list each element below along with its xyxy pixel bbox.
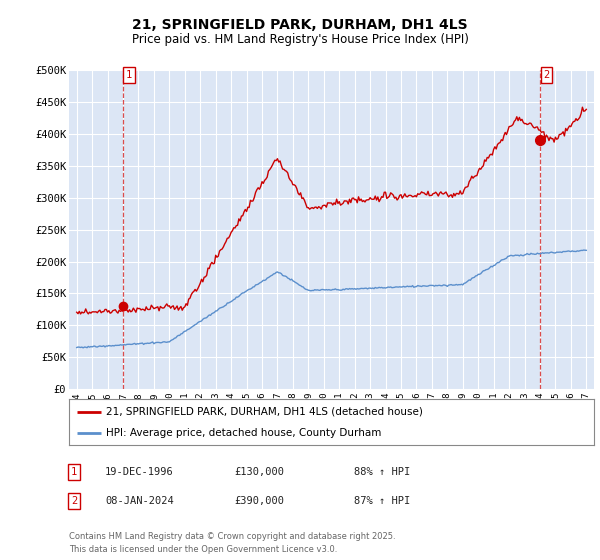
Text: £390,000: £390,000 — [234, 496, 284, 506]
Text: Contains HM Land Registry data © Crown copyright and database right 2025.
This d: Contains HM Land Registry data © Crown c… — [69, 533, 395, 554]
Text: 21, SPRINGFIELD PARK, DURHAM, DH1 4LS (detached house): 21, SPRINGFIELD PARK, DURHAM, DH1 4LS (d… — [106, 407, 422, 417]
Text: 2: 2 — [71, 496, 77, 506]
Text: Price paid vs. HM Land Registry's House Price Index (HPI): Price paid vs. HM Land Registry's House … — [131, 32, 469, 46]
Text: 19-DEC-1996: 19-DEC-1996 — [105, 467, 174, 477]
Text: 1: 1 — [125, 70, 132, 80]
Text: 88% ↑ HPI: 88% ↑ HPI — [354, 467, 410, 477]
Text: 21, SPRINGFIELD PARK, DURHAM, DH1 4LS: 21, SPRINGFIELD PARK, DURHAM, DH1 4LS — [132, 18, 468, 32]
Text: 1: 1 — [71, 467, 77, 477]
Text: £130,000: £130,000 — [234, 467, 284, 477]
Text: HPI: Average price, detached house, County Durham: HPI: Average price, detached house, Coun… — [106, 428, 381, 438]
Text: 08-JAN-2024: 08-JAN-2024 — [105, 496, 174, 506]
Text: 2: 2 — [544, 70, 550, 80]
Text: 87% ↑ HPI: 87% ↑ HPI — [354, 496, 410, 506]
